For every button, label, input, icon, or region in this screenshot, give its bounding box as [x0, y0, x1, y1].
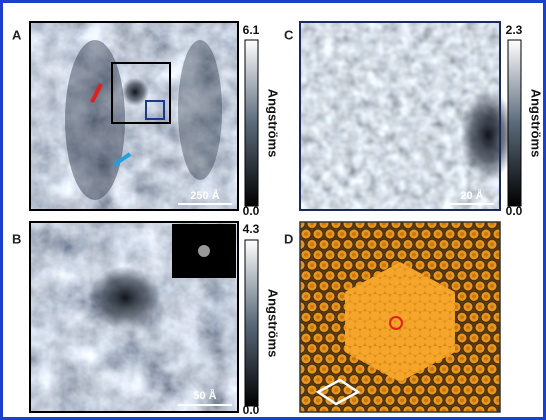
- colorbar: [245, 240, 258, 406]
- lattice-model: [300, 222, 500, 412]
- colorbar: [245, 40, 258, 206]
- colorbar: [508, 40, 521, 206]
- panel-label: B: [12, 231, 21, 246]
- colorbar-min: 0.0: [243, 403, 260, 417]
- scale-bar-label: 50 Å: [193, 389, 216, 402]
- colorbar-min: 0.0: [243, 204, 260, 218]
- panel-label: D: [284, 231, 293, 246]
- colorbar-min: 0.0: [506, 204, 523, 218]
- colorbar-max: 6.1: [243, 23, 260, 37]
- colorbar-unit: Angströms: [266, 289, 281, 358]
- panel-label: A: [12, 27, 22, 42]
- colorbar-max: 4.3: [243, 222, 260, 236]
- stm-image: [30, 222, 238, 412]
- figure: A 250 Å 6.1 0.0 Angströms C 20 Å 2.3 0.0…: [0, 0, 546, 420]
- colorbar-max: 2.3: [506, 23, 523, 37]
- stm-image: [300, 22, 516, 210]
- colorbar-unit: Angströms: [266, 89, 281, 158]
- panel-label: C: [284, 27, 294, 42]
- colorbar-unit: Angströms: [529, 89, 544, 158]
- scale-bar-label: 20 Å: [460, 189, 483, 202]
- scale-bar-label: 250 Å: [190, 189, 219, 202]
- stm-image: [30, 22, 238, 210]
